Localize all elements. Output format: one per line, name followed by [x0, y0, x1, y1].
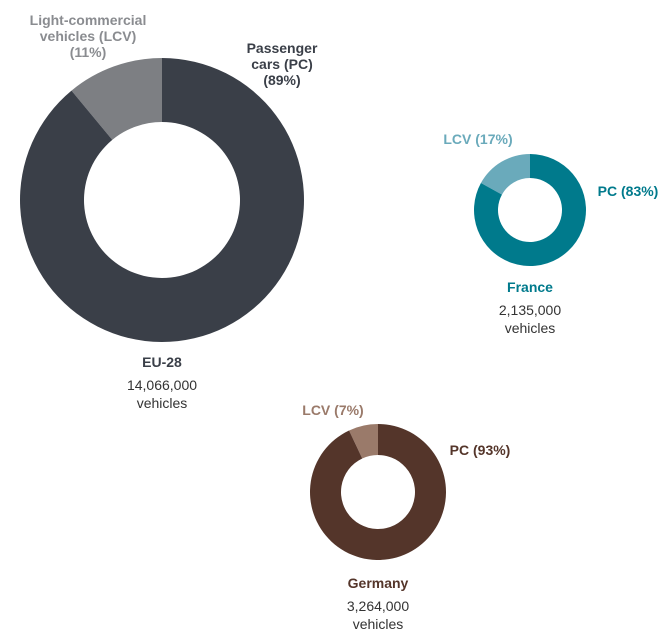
value-label: (93%) [472, 442, 511, 458]
slice-label: PC (83%) [598, 183, 659, 199]
chart-title: Germany [347, 575, 409, 591]
slice-label: LCV (7%) [302, 402, 363, 418]
value-label: (83%) [620, 183, 659, 199]
slice [480, 154, 530, 195]
value-label: (17%) [475, 131, 513, 147]
chart-subtitle: 14,066,000 [126, 377, 198, 393]
chart-subtitle: 3,264,000 [346, 598, 410, 614]
category-label: LCV [302, 402, 331, 418]
category-label: PC [449, 442, 470, 458]
category-label: LCV [443, 131, 472, 147]
value-label: (11%) [69, 44, 107, 60]
chart-subtitle: vehicles [352, 616, 404, 632]
slice [19, 58, 304, 343]
category-label: Passenger cars (PC) [246, 40, 318, 72]
slice-label: Light-commercial vehicles (LCV) (11%) [13, 12, 163, 60]
slice-label: Passenger cars (PC) (89%) [232, 40, 332, 88]
chart-subtitle: vehicles [504, 320, 556, 336]
chart-subtitle: vehicles [136, 395, 188, 411]
slice [474, 154, 586, 266]
value-label: (7%) [334, 402, 364, 418]
slice [71, 58, 162, 140]
slice-label: LCV (17%) [443, 131, 512, 147]
chart-subtitle: 2,135,000 [498, 302, 562, 318]
chart-title: EU-28 [142, 354, 182, 370]
chart-title: France [507, 279, 553, 295]
value-label: (89%) [263, 72, 301, 88]
category-label: PC [597, 183, 618, 199]
slice-label: PC (93%) [450, 442, 511, 458]
slice [310, 424, 447, 560]
slice [349, 424, 378, 459]
category-label: Light-commercial vehicles (LCV) [29, 12, 147, 44]
